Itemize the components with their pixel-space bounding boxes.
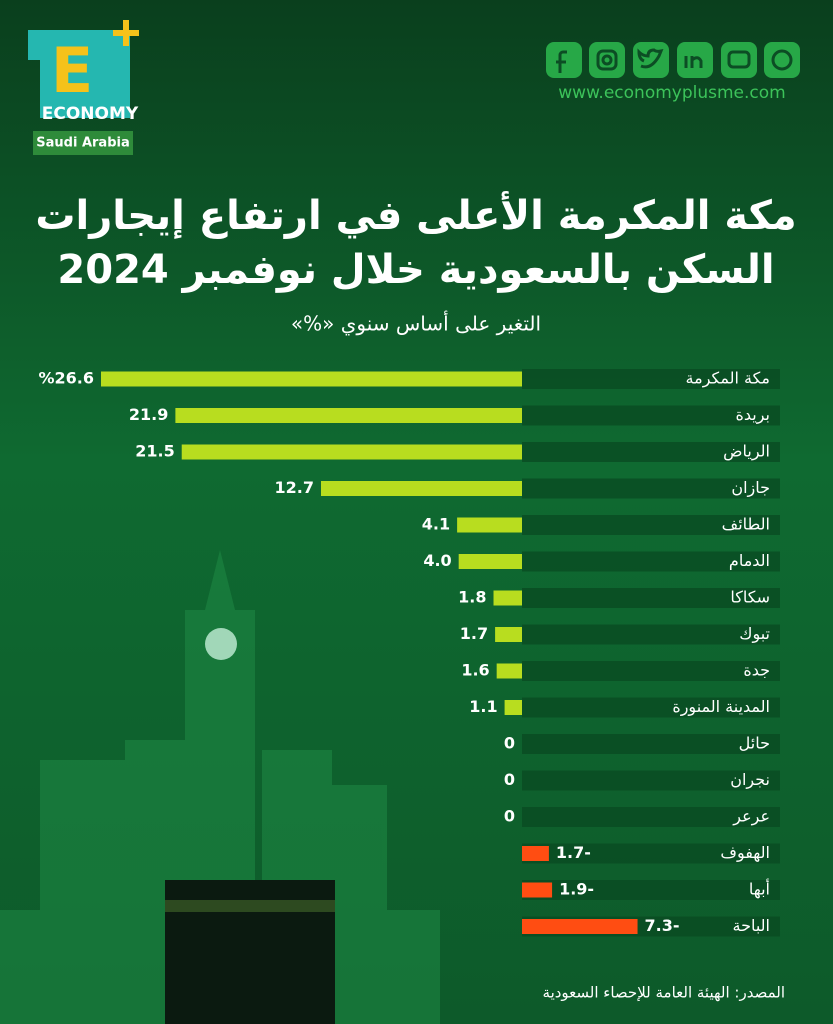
bar [458, 554, 522, 569]
category-label: الدمام [729, 551, 770, 570]
bar [181, 444, 522, 460]
category-label: جدة [743, 661, 770, 680]
value-label: 0 [504, 770, 515, 789]
bar [495, 627, 522, 642]
value-label: 1.1 [469, 697, 497, 716]
bar [320, 481, 522, 496]
linkedin-icon[interactable] [677, 42, 713, 78]
bar [496, 663, 522, 679]
value-label: 0 [504, 807, 515, 826]
row-strip [522, 843, 780, 864]
value-label: %26.6 [38, 369, 94, 388]
instagram-icon[interactable] [589, 42, 625, 78]
clock [205, 628, 237, 660]
logo-box [28, 30, 130, 118]
category-label: الهفوف [720, 843, 770, 863]
category-label: الباحة [733, 916, 771, 935]
logo-region: Saudi Arabia [36, 136, 129, 151]
row-strip [522, 551, 780, 572]
row-strip [522, 478, 780, 499]
logo-plus [113, 20, 139, 46]
chart-subtitle: التغير على أساس سنوي «%» [291, 311, 541, 337]
bar [175, 408, 523, 423]
logo-region-box [33, 131, 133, 155]
row-strip [522, 405, 780, 426]
chart-title-line: السكن بالسعودية خلال نوفمبر 2024 [57, 247, 774, 293]
row-strip [522, 588, 780, 608]
bar [522, 846, 549, 861]
value-label: 1.7 [460, 624, 488, 643]
website: www.economyplusme.com [558, 83, 785, 103]
value-label: 21.9 [129, 405, 168, 424]
value-label: 4.0 [423, 551, 451, 570]
category-label: عرعر [732, 807, 770, 827]
value-label: 7.3- [645, 916, 680, 935]
value-label: 0 [504, 734, 515, 753]
bar [522, 882, 553, 898]
plot: مكة المكرمة %26.6 بريدة 21.9 الرياض 21.5 جازان… [38, 369, 780, 937]
social-icons [546, 42, 800, 78]
category-label: جازان [731, 478, 770, 498]
youtube-icon[interactable] [721, 42, 757, 78]
category-label: مكة المكرمة [686, 369, 770, 389]
row-strip [522, 697, 780, 718]
category-label: المدينة المنورة [672, 697, 770, 717]
category-label: حائل [739, 734, 770, 753]
row-strip [522, 442, 780, 462]
chart-title-line: مكة المكرمة الأعلى في ارتفاع إيجارات [35, 190, 796, 239]
row-strip [522, 369, 780, 389]
bar [101, 371, 522, 387]
category-label: الطائف [722, 515, 770, 534]
category-label: بريدة [735, 405, 770, 425]
category-label: الرياض [723, 442, 770, 462]
row-strip [522, 734, 780, 754]
value-label: 12.7 [275, 478, 314, 497]
bar [457, 517, 522, 533]
value-label: 21.5 [135, 442, 174, 461]
value-label: 4.1 [422, 515, 450, 534]
value-label: 1.9- [559, 880, 594, 899]
value-label: 1.7- [556, 843, 591, 862]
bar [493, 590, 522, 606]
source: المصدر: الهيئة العامة للإحصاء السعودية [543, 984, 785, 1002]
icon-glyphs [556, 48, 793, 73]
kaaba-band [165, 900, 335, 912]
facebook-icon[interactable] [546, 42, 582, 78]
logo-letter: E [51, 34, 93, 107]
category-label: تبوك [739, 624, 770, 644]
category-label: سكاكا [730, 588, 770, 607]
category-label: أبها [749, 879, 770, 900]
logo-word: ECONOMY [42, 104, 139, 124]
row-strip [522, 880, 780, 900]
category-label: نجران [730, 770, 770, 790]
row-strip [522, 515, 780, 535]
row-strip [522, 624, 780, 645]
row-strip [522, 770, 780, 791]
value-label: 1.6 [461, 661, 489, 680]
threads-icon[interactable] [764, 42, 800, 78]
value-label: 1.8 [458, 588, 486, 607]
twitter-icon[interactable] [633, 42, 669, 78]
bar [504, 700, 522, 715]
row-strip [522, 661, 780, 681]
bar [522, 919, 638, 934]
row-strip [522, 807, 780, 827]
